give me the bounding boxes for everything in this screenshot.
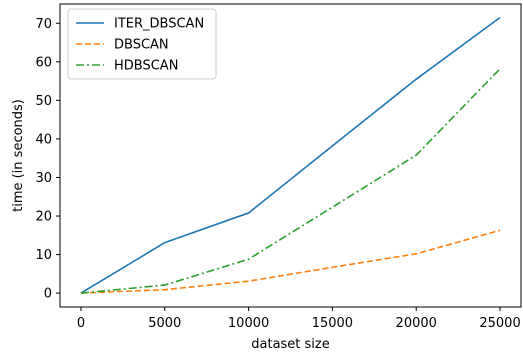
series-line-hdbscan (80, 68, 501, 294)
legend-box (67, 8, 217, 80)
x-tick-label: 0 (77, 316, 85, 331)
x-tick-label: 15000 (312, 316, 353, 331)
series-line-dbscan (80, 229, 501, 294)
y-tick-label: 70 (35, 17, 52, 32)
legend-label: ITER_DBSCAN (114, 17, 204, 32)
y-tick-label: 60 (35, 55, 52, 70)
y-tick-label: 40 (35, 132, 52, 147)
legend: ITER_DBSCAN DBSCAN HDBSCAN (67, 8, 217, 80)
y-tick-label: 30 (35, 171, 52, 186)
y-axis-label: time (in seconds) (11, 99, 26, 212)
x-tick-label: 20000 (396, 316, 437, 331)
legend-label: DBSCAN (114, 38, 169, 53)
series-layer (80, 16, 501, 294)
y-tick-label: 50 (35, 94, 52, 109)
y-tick-label: 0 (44, 287, 52, 302)
y-axis-ticks: 0 10 20 30 40 50 60 70 (35, 17, 60, 302)
plot-frame (59, 3, 522, 308)
legend-label: HDBSCAN (114, 59, 178, 74)
x-axis-label: dataset size (251, 337, 330, 352)
x-axis-ticks: 0 5000 10000 15000 20000 25000 (77, 307, 521, 331)
series-line-iter-dbscan (80, 16, 501, 294)
x-tick-label: 10000 (228, 316, 269, 331)
x-tick-label: 5000 (148, 316, 181, 331)
y-tick-label: 20 (35, 210, 52, 225)
y-tick-label: 10 (35, 248, 52, 263)
x-tick-label: 25000 (479, 316, 520, 331)
